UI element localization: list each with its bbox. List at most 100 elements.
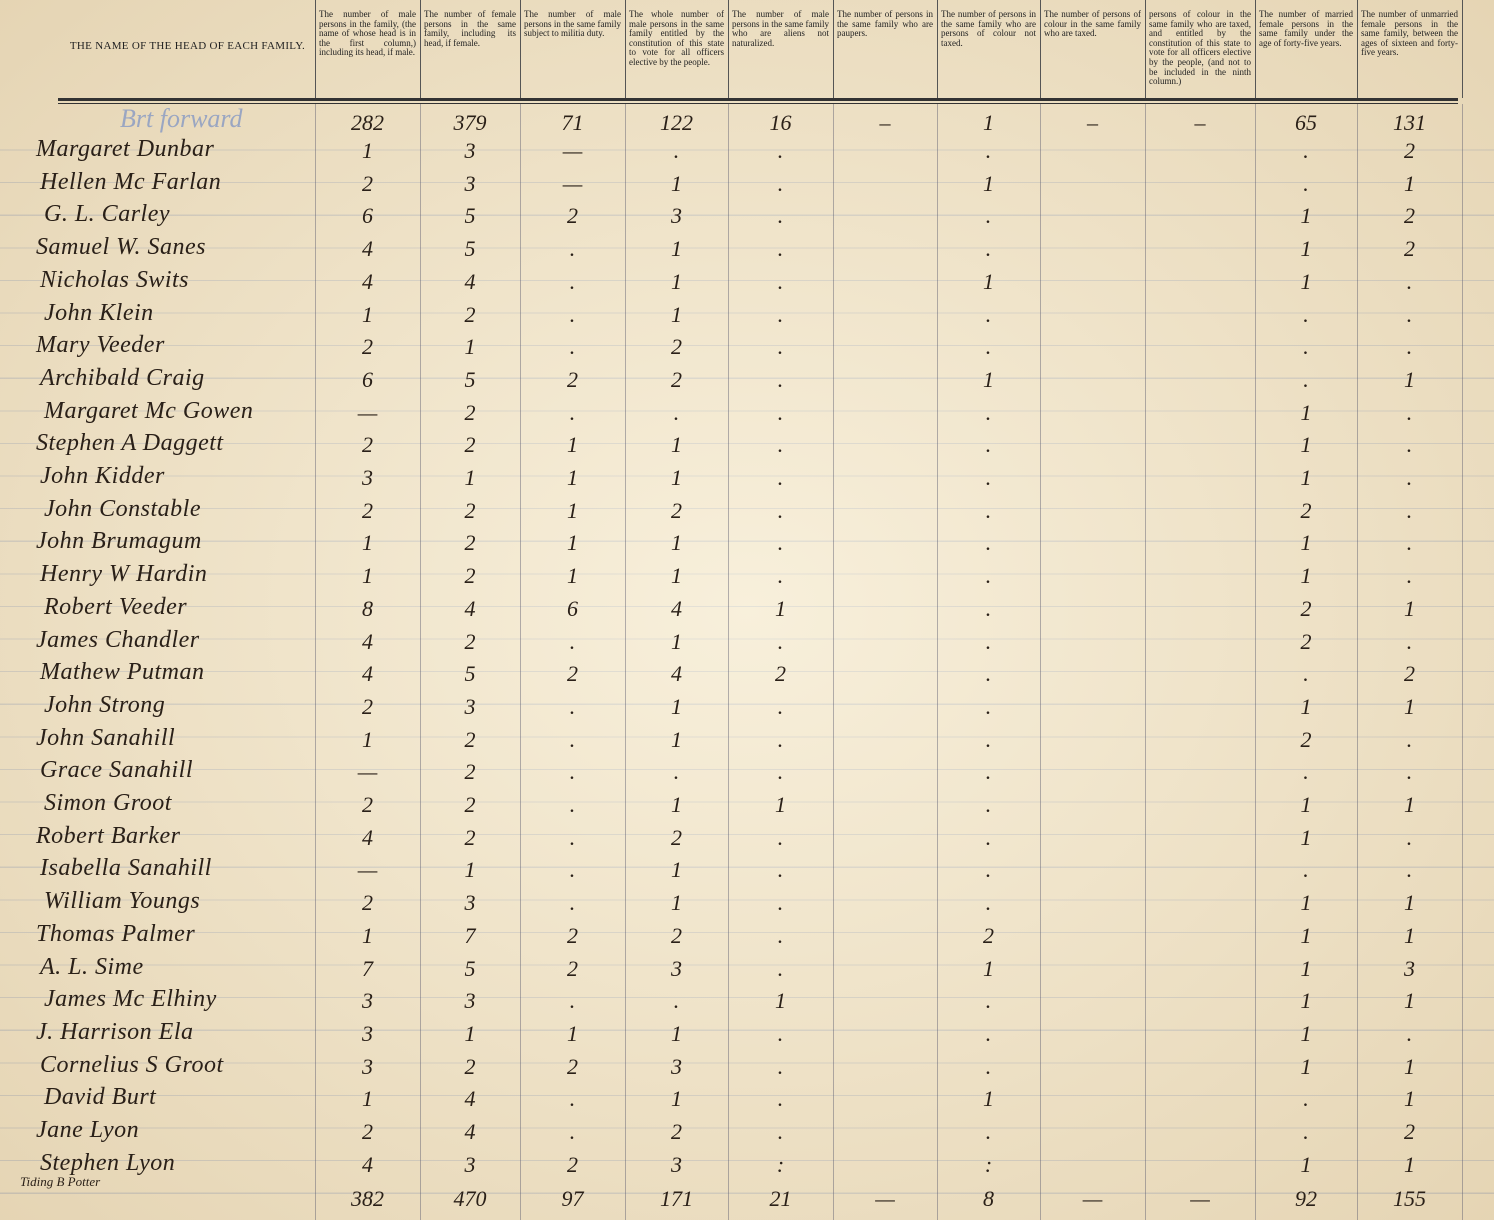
brought-forward-cell: 282: [351, 110, 384, 135]
family-cell: 1: [1300, 824, 1312, 850]
family-cell: 1: [1404, 988, 1415, 1014]
family-cell: 1: [1300, 1151, 1312, 1177]
family-cell: .: [1406, 530, 1413, 556]
family-cell: 4: [362, 628, 373, 654]
family-cell: .: [985, 432, 992, 458]
family-cell: .: [985, 792, 992, 817]
total-cell: 8: [983, 1186, 994, 1211]
family-cell: 2: [362, 432, 373, 458]
family-cell: 1: [362, 138, 373, 163]
family-cell: .: [985, 988, 992, 1014]
column-header: The whole number of male persons in the …: [629, 9, 724, 67]
family-cell: 1: [1300, 432, 1312, 458]
family-cell: 2: [671, 366, 682, 392]
family-cell: 2: [464, 530, 476, 556]
family-cell: 1: [671, 726, 682, 752]
family-cell: 2: [1404, 236, 1415, 262]
family-cell: 1: [362, 530, 373, 556]
family-cell: 2: [1404, 1119, 1415, 1144]
total-cell: 470: [453, 1186, 487, 1211]
family-cell: .: [777, 1053, 784, 1079]
family-cell: .: [569, 236, 576, 262]
family-cell: .: [985, 857, 992, 883]
family-cell: 5: [464, 661, 476, 687]
family-cell: 5: [464, 955, 476, 981]
family-cell: .: [1406, 465, 1413, 490]
family-cell: .: [777, 465, 784, 490]
family-cell: .: [569, 857, 576, 883]
family-cell: .: [985, 465, 992, 490]
column-header: THE NAME OF THE HEAD OF EACH FAMILY.: [69, 40, 306, 52]
family-cell: .: [777, 530, 784, 556]
family-cell: 2: [1300, 497, 1312, 523]
family-cell: .: [985, 399, 992, 425]
column-line: [625, 0, 626, 98]
family-cell: 2: [464, 628, 476, 654]
column-line: [833, 104, 834, 1220]
family-cell: .: [569, 693, 576, 719]
family-cell: 2: [983, 922, 994, 948]
total-cell: 171: [660, 1186, 693, 1211]
family-cell: .: [777, 628, 784, 654]
family-cell: 1: [464, 857, 476, 883]
family-cell: .: [569, 268, 576, 294]
family-cell: 1: [671, 563, 682, 589]
family-cell: 2: [1300, 628, 1312, 654]
family-cell: 2: [362, 693, 373, 719]
family-cell: 1: [671, 170, 682, 196]
column-header: persons of colour in the same family who…: [1149, 9, 1251, 87]
brought-forward-cell: 122: [660, 110, 693, 135]
family-cell: .: [673, 988, 680, 1014]
family-cell: 1: [1404, 693, 1415, 719]
brought-forward-cell: 16: [769, 110, 792, 135]
family-cell: 3: [464, 170, 476, 196]
family-cell: 2: [671, 497, 682, 523]
family-cell: 1: [1404, 366, 1415, 392]
family-cell: 2: [567, 922, 578, 948]
family-cell: .: [1406, 334, 1413, 360]
brought-forward-cell: 379: [453, 110, 487, 135]
family-cell: 1: [1404, 170, 1415, 196]
column-header: The number of female persons in the same…: [424, 9, 516, 48]
header-rule: [58, 98, 1458, 101]
family-cell: .: [985, 1020, 992, 1046]
family-cell: .: [985, 203, 992, 229]
family-cell: 4: [464, 1086, 476, 1112]
family-head-name: Hellen Mc Farlan: [40, 168, 222, 195]
family-cell: 4: [671, 595, 682, 621]
family-head-name: Robert Barker: [36, 822, 181, 849]
family-cell: .: [1406, 628, 1413, 654]
family-head-name: Mathew Putman: [40, 659, 205, 686]
family-head-name: Samuel W. Sanes: [36, 234, 206, 261]
family-cell: 2: [1300, 595, 1312, 621]
family-cell: 1: [362, 922, 373, 948]
total-cell: 155: [1393, 1186, 1426, 1211]
family-cell: 3: [464, 693, 476, 719]
family-cell: 2: [671, 922, 682, 948]
brought-forward-cell: 71: [561, 110, 584, 135]
family-cell: 1: [464, 465, 476, 490]
family-cell: 1: [362, 1086, 373, 1112]
family-head-name: Robert Veeder: [44, 593, 188, 620]
family-cell: .: [777, 857, 784, 883]
family-cell: 1: [1404, 1151, 1415, 1177]
family-cell: .: [777, 432, 784, 458]
family-cell: 3: [464, 988, 476, 1014]
family-head-name: Simon Groot: [44, 790, 172, 816]
family-cell: 3: [464, 138, 476, 163]
family-cell: .: [985, 693, 992, 719]
family-cell: .: [985, 759, 992, 785]
column-line: [315, 0, 316, 98]
family-cell: .: [1406, 726, 1413, 752]
family-cell: 2: [464, 399, 476, 425]
total-cell: 97: [561, 1186, 584, 1211]
family-cell: 1: [1404, 792, 1415, 817]
total-cell: —: [1190, 1186, 1210, 1211]
family-cell: .: [1303, 759, 1309, 785]
family-cell: 2: [567, 1151, 578, 1177]
family-cell: 1: [567, 530, 578, 556]
family-head-name: William Youngs: [44, 888, 201, 915]
family-cell: 2: [567, 366, 578, 392]
family-cell: .: [569, 628, 576, 654]
family-head-name: Grace Sanahill: [40, 757, 193, 784]
